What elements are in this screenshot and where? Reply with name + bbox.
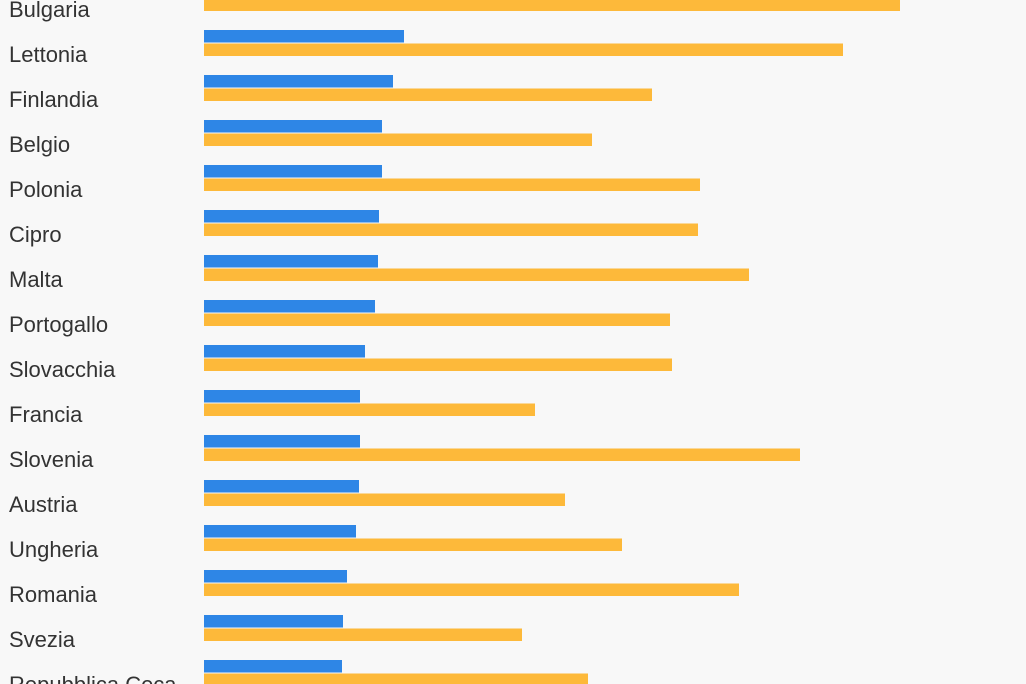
category-label-romania: Romania [9,582,98,607]
bar-francia-series-1 [204,390,360,403]
bar-portogallo-series-2 [204,313,670,326]
bar-svezia-series-1 [204,615,343,628]
bar-slovenia-series-2 [204,448,800,461]
category-label-ungheria: Ungheria [9,537,99,562]
bar-romania-series-2 [204,583,739,596]
category-label-finlandia: Finlandia [9,87,99,112]
bar-repubblica-ceca-series-2 [204,673,588,684]
bar-cipro-series-1 [204,210,379,223]
category-label-repubblica-ceca: Repubblica Ceca [9,672,177,684]
category-label-cipro: Cipro [9,222,62,247]
bar-slovacchia-series-1 [204,345,365,358]
category-label-austria: Austria [9,492,78,517]
bar-malta-series-1 [204,255,378,268]
category-label-francia: Francia [9,402,83,427]
bar-lettonia-series-2 [204,43,843,56]
bar-belgio-series-1 [204,120,382,133]
bar-polonia-series-2 [204,178,700,191]
bar-portogallo-series-1 [204,300,375,313]
bar-lettonia-series-1 [204,30,404,43]
category-label-slovenia: Slovenia [9,447,94,472]
category-label-polonia: Polonia [9,177,83,202]
bar-slovenia-series-1 [204,435,360,448]
bar-finlandia-series-2 [204,88,652,101]
category-label-bulgaria: Bulgaria [9,0,90,22]
category-labels: Bulgaria Lettonia Finlandia Belgio Polonia Ci… [9,0,177,684]
category-label-belgio: Belgio [9,132,70,157]
bar-finlandia-series-1 [204,75,393,88]
bar-malta-series-2 [204,268,749,281]
bar-cipro-series-2 [204,223,698,236]
category-label-malta: Malta [9,267,64,292]
category-label-svezia: Svezia [9,627,76,652]
bar-belgio-series-2 [204,133,592,146]
bar-repubblica-ceca-series-1 [204,660,342,673]
bar-austria-series-2 [204,493,565,506]
bars [204,0,900,684]
bar-ungheria-series-2 [204,538,622,551]
bar-austria-series-1 [204,480,359,493]
bar-romania-series-1 [204,570,347,583]
category-label-slovacchia: Slovacchia [9,357,116,382]
bar-polonia-series-1 [204,165,382,178]
bar-slovacchia-series-2 [204,358,672,371]
category-label-lettonia: Lettonia [9,42,88,67]
bar-francia-series-2 [204,403,535,416]
bar-bulgaria-series-2 [204,0,900,11]
bar-ungheria-series-1 [204,525,356,538]
bar-svezia-series-2 [204,628,522,641]
category-label-portogallo: Portogallo [9,312,108,337]
